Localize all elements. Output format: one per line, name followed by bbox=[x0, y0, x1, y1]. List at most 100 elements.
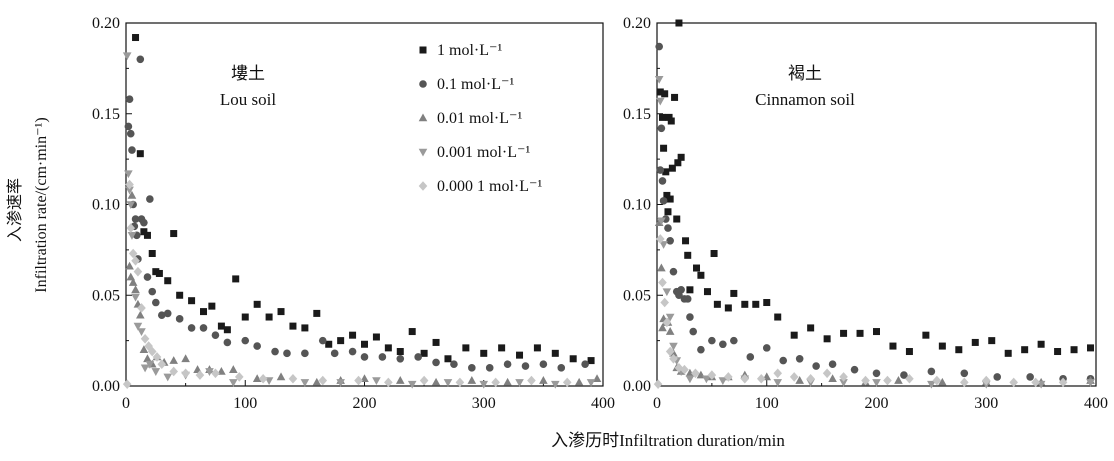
data-point bbox=[774, 313, 782, 321]
data-point bbox=[839, 379, 848, 387]
data-point bbox=[143, 273, 152, 281]
data-point bbox=[533, 344, 541, 352]
data-point bbox=[660, 297, 669, 308]
data-point bbox=[659, 241, 668, 249]
data-point bbox=[462, 344, 470, 352]
data-point bbox=[503, 360, 512, 369]
data-point bbox=[122, 52, 132, 61]
data-point bbox=[685, 368, 695, 377]
data-point bbox=[143, 231, 151, 239]
legend-label: 1 mol·L⁻¹ bbox=[437, 42, 502, 59]
data-point bbox=[137, 328, 146, 337]
data-point bbox=[922, 331, 930, 339]
data-point bbox=[665, 346, 675, 357]
panel-title-cn: 褐土 bbox=[788, 64, 822, 83]
data-point bbox=[152, 352, 162, 362]
data-point bbox=[927, 380, 936, 389]
data-point bbox=[740, 373, 750, 384]
data-point bbox=[1058, 377, 1068, 388]
data-point bbox=[1004, 349, 1012, 357]
data-point bbox=[938, 342, 946, 350]
legend: 1 mol·L⁻¹ 0.1 mol·L⁻¹ 0.01 mol·L⁻¹ 0.001 mo… bbox=[418, 42, 542, 195]
data-point bbox=[718, 377, 728, 386]
x-tick-label: 200 bbox=[865, 395, 889, 412]
data-point bbox=[900, 371, 908, 379]
data-point bbox=[124, 170, 133, 179]
data-point bbox=[730, 289, 738, 297]
data-point bbox=[336, 379, 345, 387]
data-point bbox=[1021, 346, 1029, 354]
data-point bbox=[131, 285, 140, 294]
data-point bbox=[479, 380, 489, 389]
data-point bbox=[155, 269, 163, 277]
y-tick-label: 0.20 bbox=[92, 15, 120, 32]
data-point bbox=[724, 372, 733, 382]
data-point bbox=[241, 313, 249, 321]
y-tick-label: 0.00 bbox=[623, 378, 651, 395]
data-point bbox=[200, 308, 208, 316]
series-4 bbox=[122, 52, 596, 389]
legend-marker bbox=[418, 148, 428, 157]
data-point bbox=[229, 365, 238, 373]
legend-label: 0.1 mol·L⁻¹ bbox=[437, 76, 514, 93]
data-point bbox=[253, 342, 261, 350]
data-point bbox=[414, 353, 422, 361]
data-point bbox=[657, 124, 666, 133]
data-point bbox=[551, 349, 559, 357]
data-point bbox=[539, 376, 548, 384]
data-point bbox=[217, 322, 225, 330]
data-point bbox=[147, 346, 157, 357]
data-point bbox=[674, 159, 682, 167]
data-point bbox=[372, 333, 380, 341]
legend-marker bbox=[418, 181, 428, 191]
data-point bbox=[905, 348, 913, 356]
data-point bbox=[823, 335, 831, 343]
data-point bbox=[662, 288, 672, 297]
data-point bbox=[152, 298, 160, 307]
data-point bbox=[143, 354, 152, 363]
data-point bbox=[689, 327, 698, 336]
data-point bbox=[395, 376, 405, 384]
data-point bbox=[325, 340, 333, 348]
data-point bbox=[873, 328, 880, 336]
data-point bbox=[354, 375, 363, 386]
data-point bbox=[697, 345, 705, 354]
legend-marker bbox=[419, 46, 427, 54]
data-point bbox=[660, 144, 668, 152]
data-point bbox=[131, 215, 140, 223]
data-point bbox=[1087, 344, 1095, 352]
data-point bbox=[361, 340, 368, 348]
data-point bbox=[719, 340, 727, 349]
data-point bbox=[960, 377, 969, 388]
data-point bbox=[683, 295, 692, 303]
data-point bbox=[773, 379, 783, 387]
data-point bbox=[276, 372, 286, 381]
data-point bbox=[265, 313, 273, 321]
y-tick-label: 0.20 bbox=[623, 15, 651, 32]
legend-label: 0.001 mol·L⁻¹ bbox=[437, 144, 530, 161]
data-point bbox=[468, 364, 476, 372]
data-point bbox=[252, 374, 262, 383]
data-point bbox=[927, 367, 936, 376]
data-point bbox=[136, 150, 144, 158]
data-point bbox=[132, 34, 140, 42]
data-point bbox=[318, 336, 327, 345]
data-point bbox=[665, 113, 673, 121]
data-point bbox=[175, 315, 184, 323]
data-point bbox=[126, 272, 136, 281]
data-point bbox=[1026, 373, 1034, 381]
data-point bbox=[253, 300, 261, 308]
data-point bbox=[686, 313, 694, 321]
series-1 bbox=[656, 19, 1095, 357]
data-point bbox=[981, 375, 991, 386]
data-point bbox=[348, 347, 357, 356]
data-point bbox=[658, 323, 667, 332]
data-point bbox=[170, 230, 178, 238]
data-point bbox=[665, 327, 675, 335]
data-point bbox=[752, 300, 760, 308]
data-point bbox=[1054, 348, 1062, 356]
data-point bbox=[708, 336, 716, 345]
legend-marker bbox=[419, 80, 427, 88]
